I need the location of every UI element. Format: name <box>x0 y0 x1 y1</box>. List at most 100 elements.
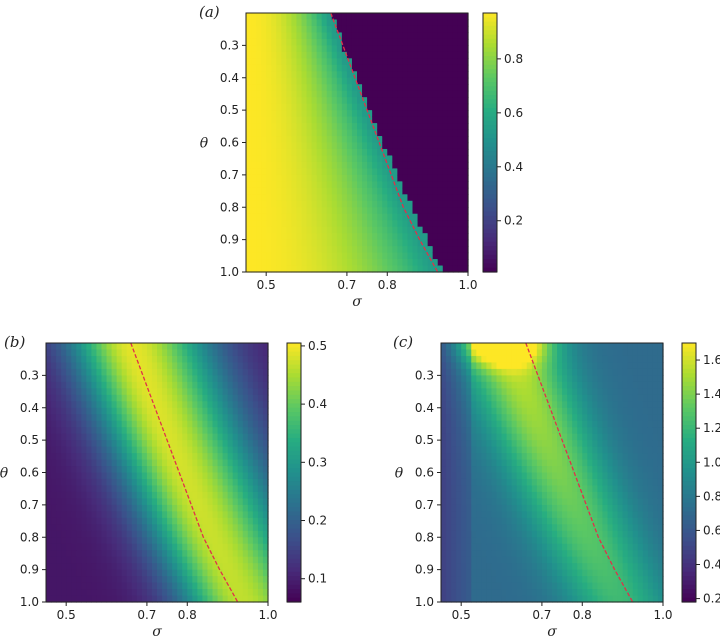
heatmap-cell <box>377 103 383 111</box>
heatmap-cell <box>247 433 254 441</box>
heatmap-cell <box>46 498 52 506</box>
heatmap-cell <box>106 498 113 506</box>
heatmap-cell <box>442 25 449 34</box>
heatmap-cell <box>536 427 543 435</box>
heatmap-cell <box>377 181 383 189</box>
heatmap-cell <box>316 239 323 247</box>
heatmap-cell <box>106 446 113 454</box>
heatmap-cell <box>111 459 118 467</box>
heatmap-cell <box>362 187 368 195</box>
heatmap-cell <box>247 368 254 376</box>
heatmap-cell <box>316 213 323 221</box>
heatmap-cell <box>377 110 383 118</box>
heatmap-cell <box>251 13 257 21</box>
heatmap-cell <box>217 388 224 396</box>
heatmap-cell <box>237 576 244 584</box>
heatmap-cell <box>516 524 523 532</box>
heatmap-cell <box>516 388 523 396</box>
heatmap-cell <box>387 38 393 46</box>
heatmap-cell <box>56 440 62 448</box>
heatmap-cell <box>182 491 188 499</box>
heatmap-cell <box>202 427 209 435</box>
heatmap-cell <box>567 498 573 506</box>
heatmap-cell <box>451 453 457 461</box>
heatmap-cell <box>452 64 459 72</box>
heatmap-cell <box>481 491 488 499</box>
colorbar-segment <box>483 47 497 53</box>
heatmap-cell <box>526 427 533 435</box>
colorbar-segment <box>483 103 497 109</box>
heatmap-cell <box>516 433 523 441</box>
heatmap-cell <box>367 181 373 189</box>
heatmap-cell <box>486 563 493 571</box>
heatmap-cell <box>162 478 168 487</box>
heatmap-cell <box>81 401 87 409</box>
heatmap-cell <box>91 569 98 577</box>
heatmap-cell <box>56 381 62 389</box>
heatmap-cell <box>291 136 298 144</box>
heatmap-cell <box>76 569 82 577</box>
heatmap-cell <box>247 381 254 389</box>
heatmap-cell <box>192 478 198 487</box>
heatmap-panel-a: 0.5 0.7 0.8 1.00.30.40.50.60.70.80.91.0σθ(a… <box>199 3 523 310</box>
heatmap-cell <box>582 459 588 467</box>
y-tick-label: 0.8 <box>20 530 39 544</box>
heatmap-cell <box>257 517 264 525</box>
heatmap-cell <box>456 556 462 564</box>
heatmap-cell <box>257 388 264 396</box>
heatmap-cell <box>557 401 563 409</box>
heatmap-cell <box>146 407 153 415</box>
heatmap-cell <box>471 550 477 558</box>
colorbar-segment <box>287 541 301 547</box>
heatmap-cell <box>397 194 404 202</box>
heatmap-cell <box>237 569 244 577</box>
heatmap-cell <box>562 362 568 370</box>
heatmap-cell <box>452 13 459 21</box>
heatmap-cell <box>466 511 472 519</box>
heatmap-cell <box>372 155 378 163</box>
heatmap-cell <box>182 543 188 551</box>
heatmap-cell <box>367 123 373 131</box>
heatmap-cell <box>427 25 434 34</box>
heatmap-cell <box>251 252 257 260</box>
heatmap-cell <box>261 77 267 85</box>
heatmap-cell <box>151 427 158 435</box>
heatmap-cell <box>116 511 123 519</box>
heatmap-cell <box>526 569 533 577</box>
heatmap-cell <box>167 498 173 506</box>
heatmap-cell <box>247 504 254 512</box>
heatmap-cell <box>151 569 158 577</box>
heatmap-cell <box>106 381 113 389</box>
heatmap-cell <box>471 459 477 467</box>
heatmap-cell <box>567 355 573 364</box>
heatmap-cell <box>66 427 72 435</box>
heatmap-cell <box>266 32 272 40</box>
heatmap-cell <box>101 582 108 590</box>
heatmap-cell <box>486 401 493 409</box>
heatmap-cell <box>246 123 252 131</box>
heatmap-cell <box>262 530 269 538</box>
colorbar-segment <box>483 189 497 195</box>
heatmap-cell <box>471 569 477 577</box>
heatmap-cell <box>311 19 318 27</box>
heatmap-cell <box>456 498 462 506</box>
heatmap-cell <box>531 504 538 512</box>
heatmap-cell <box>172 537 178 545</box>
heatmap-cell <box>296 168 303 176</box>
heatmap-cell <box>76 394 82 402</box>
heatmap-cell <box>242 349 249 357</box>
colorbar-segment <box>287 355 301 361</box>
heatmap-cell <box>266 207 272 215</box>
heatmap-cell <box>187 504 193 512</box>
heatmap-cell <box>266 110 272 118</box>
heatmap-cell <box>486 595 493 603</box>
heatmap-cell <box>306 129 313 137</box>
heatmap-cell <box>536 589 543 597</box>
heatmap-cell <box>237 524 244 532</box>
heatmap-cell <box>177 563 183 571</box>
heatmap-cell <box>261 19 267 27</box>
heatmap-cell <box>412 32 419 40</box>
heatmap-cell <box>461 414 467 422</box>
heatmap-cell <box>46 576 52 584</box>
heatmap-cell <box>301 116 308 124</box>
